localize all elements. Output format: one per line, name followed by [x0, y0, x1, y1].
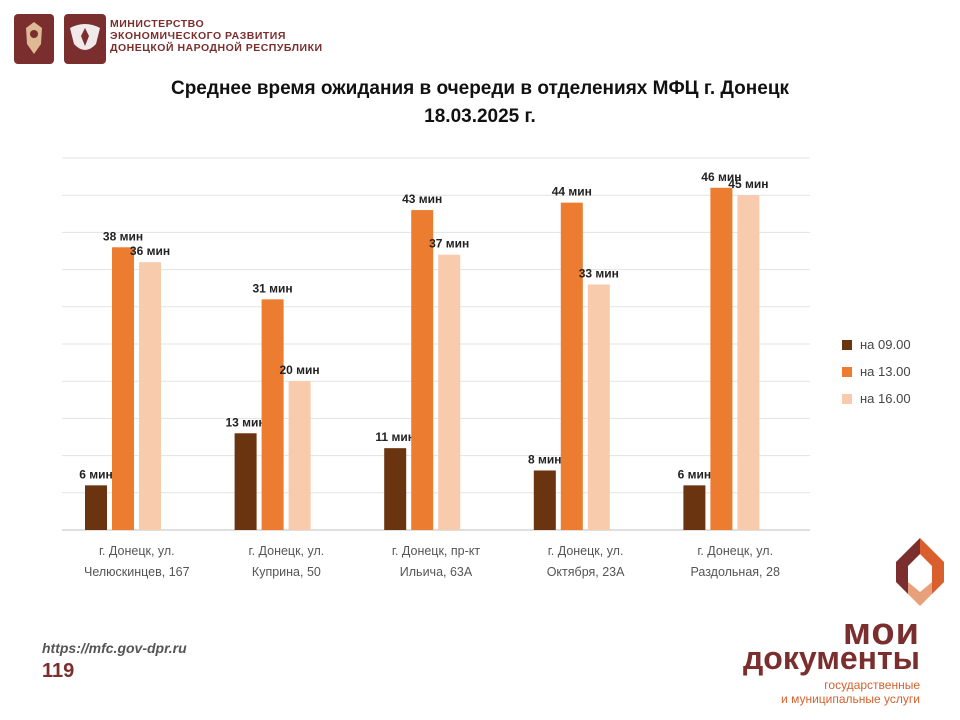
- data-label: 36 мин: [130, 244, 170, 258]
- x-tick-label: г. Донецк, пр-кт: [392, 544, 480, 558]
- x-tick-label: Челюскинцев, 167: [84, 565, 190, 579]
- bar: [737, 195, 760, 530]
- bar: [384, 448, 407, 530]
- ministry-line-2: ЭКОНОМИЧЕСКОГО РАЗВИТИЯ: [110, 30, 286, 42]
- data-label: 44 мин: [552, 185, 592, 199]
- chart-title: Среднее время ожидания в очереди в отдел…: [170, 78, 790, 99]
- x-tick-label: Октября, 23А: [547, 565, 625, 579]
- bar: [683, 485, 706, 530]
- legend-item: на 16.00: [842, 385, 911, 412]
- x-tick-label: г. Донецк, ул.: [548, 544, 624, 558]
- chart-subtitle: 18.03.2025 г.: [424, 106, 536, 127]
- logo-tagline-1: государственные: [824, 678, 920, 692]
- header: МИНИСТЕРСТВО ЭКОНОМИЧЕСКОГО РАЗВИТИЯ ДОН…: [14, 14, 434, 70]
- ministry-line-3: ДОНЕЦКОЙ НАРОДНОЙ РЕСПУБЛИКИ: [110, 42, 323, 54]
- legend-item: на 09.00: [842, 331, 911, 358]
- bar: [411, 210, 434, 530]
- data-label: 43 мин: [402, 192, 442, 206]
- data-label: 31 мин: [253, 281, 293, 295]
- logo-tagline-2: и муниципальные услуги: [781, 692, 920, 706]
- data-label: 38 мин: [103, 229, 143, 243]
- website-url[interactable]: https://mfc.gov-dpr.ru: [42, 640, 187, 656]
- ministry-name: МИНИСТЕРСТВО ЭКОНОМИЧЕСКОГО РАЗВИТИЯ ДОН…: [110, 18, 323, 54]
- logo-line-1: мои: [842, 611, 920, 653]
- bar: [261, 299, 284, 530]
- data-label: 8 мин: [528, 452, 562, 466]
- legend-label: на 13.00: [860, 364, 911, 379]
- legend-swatch: [842, 339, 852, 350]
- legend: на 09.00 на 13.00 на 16.00: [842, 331, 911, 412]
- bar: [560, 202, 583, 530]
- x-tick-label: Раздольная, 28: [690, 565, 779, 579]
- bar: [234, 433, 257, 530]
- legend-swatch: [842, 366, 852, 377]
- x-tick-label: г. Донецк, ул.: [249, 544, 325, 558]
- coat-of-arms-icon: [14, 14, 54, 64]
- bar: [533, 470, 556, 530]
- data-label: 13 мин: [226, 415, 266, 429]
- data-label: 6 мин: [79, 467, 113, 481]
- data-label: 11 мин: [375, 430, 415, 444]
- eagle-emblem-icon: [64, 14, 106, 64]
- data-label: 45 мин: [728, 177, 768, 191]
- x-tick-label: Ильича, 63А: [400, 565, 473, 579]
- moi-dokumenty-logo-icon: [896, 538, 944, 606]
- data-label: 33 мин: [579, 266, 619, 280]
- logo-line-2: документы: [742, 640, 920, 676]
- data-label: 6 мин: [678, 467, 712, 481]
- ministry-line-1: МИНИСТЕРСТВО: [110, 18, 205, 30]
- x-tick-label: г. Донецк, ул.: [697, 544, 773, 558]
- logo-tagline: государственные и муниципальные услуги: [781, 678, 920, 706]
- data-label: 46 мин: [701, 170, 741, 184]
- bar: [587, 284, 610, 530]
- legend-label: на 16.00: [860, 391, 911, 406]
- bar: [288, 381, 311, 530]
- bar: [139, 262, 161, 530]
- page-number: 119: [42, 660, 75, 682]
- bar: [710, 187, 733, 530]
- legend-label: на 09.00: [860, 337, 911, 352]
- bar: [85, 485, 107, 530]
- bar: [112, 247, 134, 530]
- data-label: 37 мин: [429, 237, 469, 251]
- bar: [438, 254, 461, 530]
- legend-item: на 13.00: [842, 358, 911, 385]
- data-label: 20 мин: [280, 363, 320, 377]
- x-tick-label: Куприна, 50: [252, 565, 321, 579]
- legend-swatch: [842, 393, 852, 404]
- x-tick-label: г. Донецк, ул.: [99, 544, 175, 558]
